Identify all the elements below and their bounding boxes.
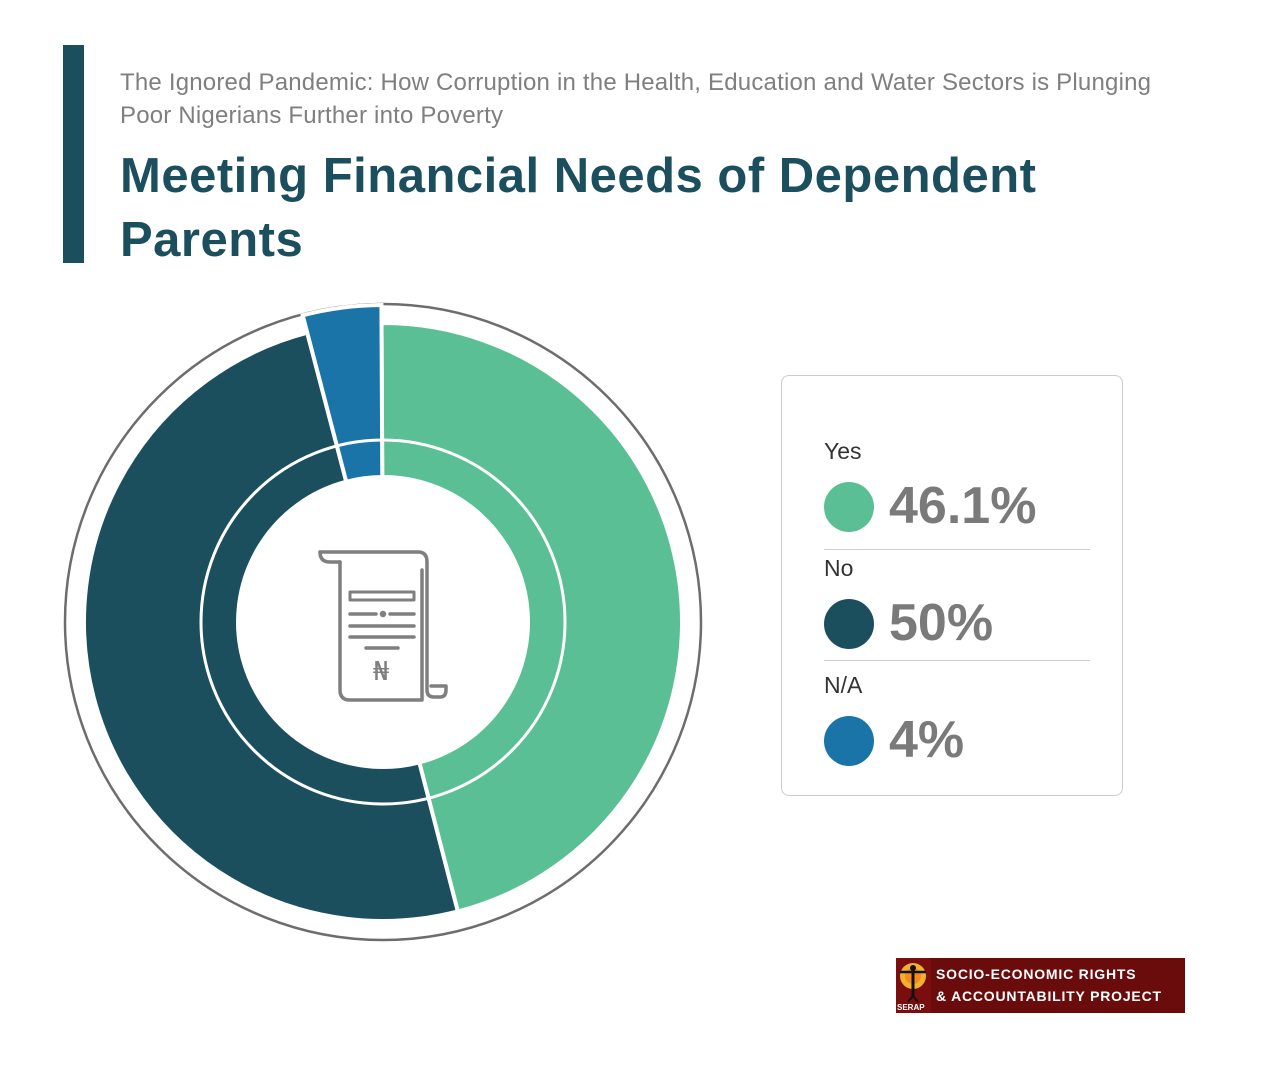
donut-slice-no [82,330,461,923]
legend-item-yes: Yes 46.1% [824,438,1094,538]
logo-abbr: SERAP [897,1003,925,1012]
donut-inner-ring [199,438,567,806]
donut-slice-yes [379,321,684,914]
donut-chart: ₦ [63,302,703,942]
legend-value-no: 50% [889,594,994,652]
legend-swatch-no [824,599,874,649]
logo-text-line1: SOCIO-ECONOMIC RIGHTS [936,966,1137,982]
page-title: Meeting Financial Needs of Dependent Par… [120,149,1037,267]
logo-text-line2: & ACCOUNTABILITY PROJECT [936,988,1162,1004]
donut-hole [239,478,527,766]
legend-label-na: N/A [824,672,863,698]
page-subtitle: The Ignored Pandemic: How Corruption in … [120,69,1152,129]
naira-symbol: ₦ [373,657,390,687]
legend-label-yes: Yes [824,438,862,464]
legend-label-no: No [824,555,854,581]
receipt-naira-icon [318,550,448,702]
legend-value-yes: 46.1% [889,477,1037,535]
legend-item-na: N/A 4% [824,672,1094,772]
title-accent-bar [63,45,84,263]
legend-swatch-yes [824,482,874,532]
chart-legend: Yes 46.1% No 50% N/A 4% [781,375,1123,796]
legend-value-na: 4% [889,711,965,769]
legend-divider [824,549,1090,550]
serap-emblem-icon [896,958,931,1013]
serap-logo: SERAP SOCIO-ECONOMIC RIGHTS & ACCOUNTABI… [896,958,1185,1013]
legend-divider [824,660,1090,661]
donut-slice-na [300,302,385,485]
legend-item-no: No 50% [824,555,1094,655]
legend-swatch-na [824,716,874,766]
